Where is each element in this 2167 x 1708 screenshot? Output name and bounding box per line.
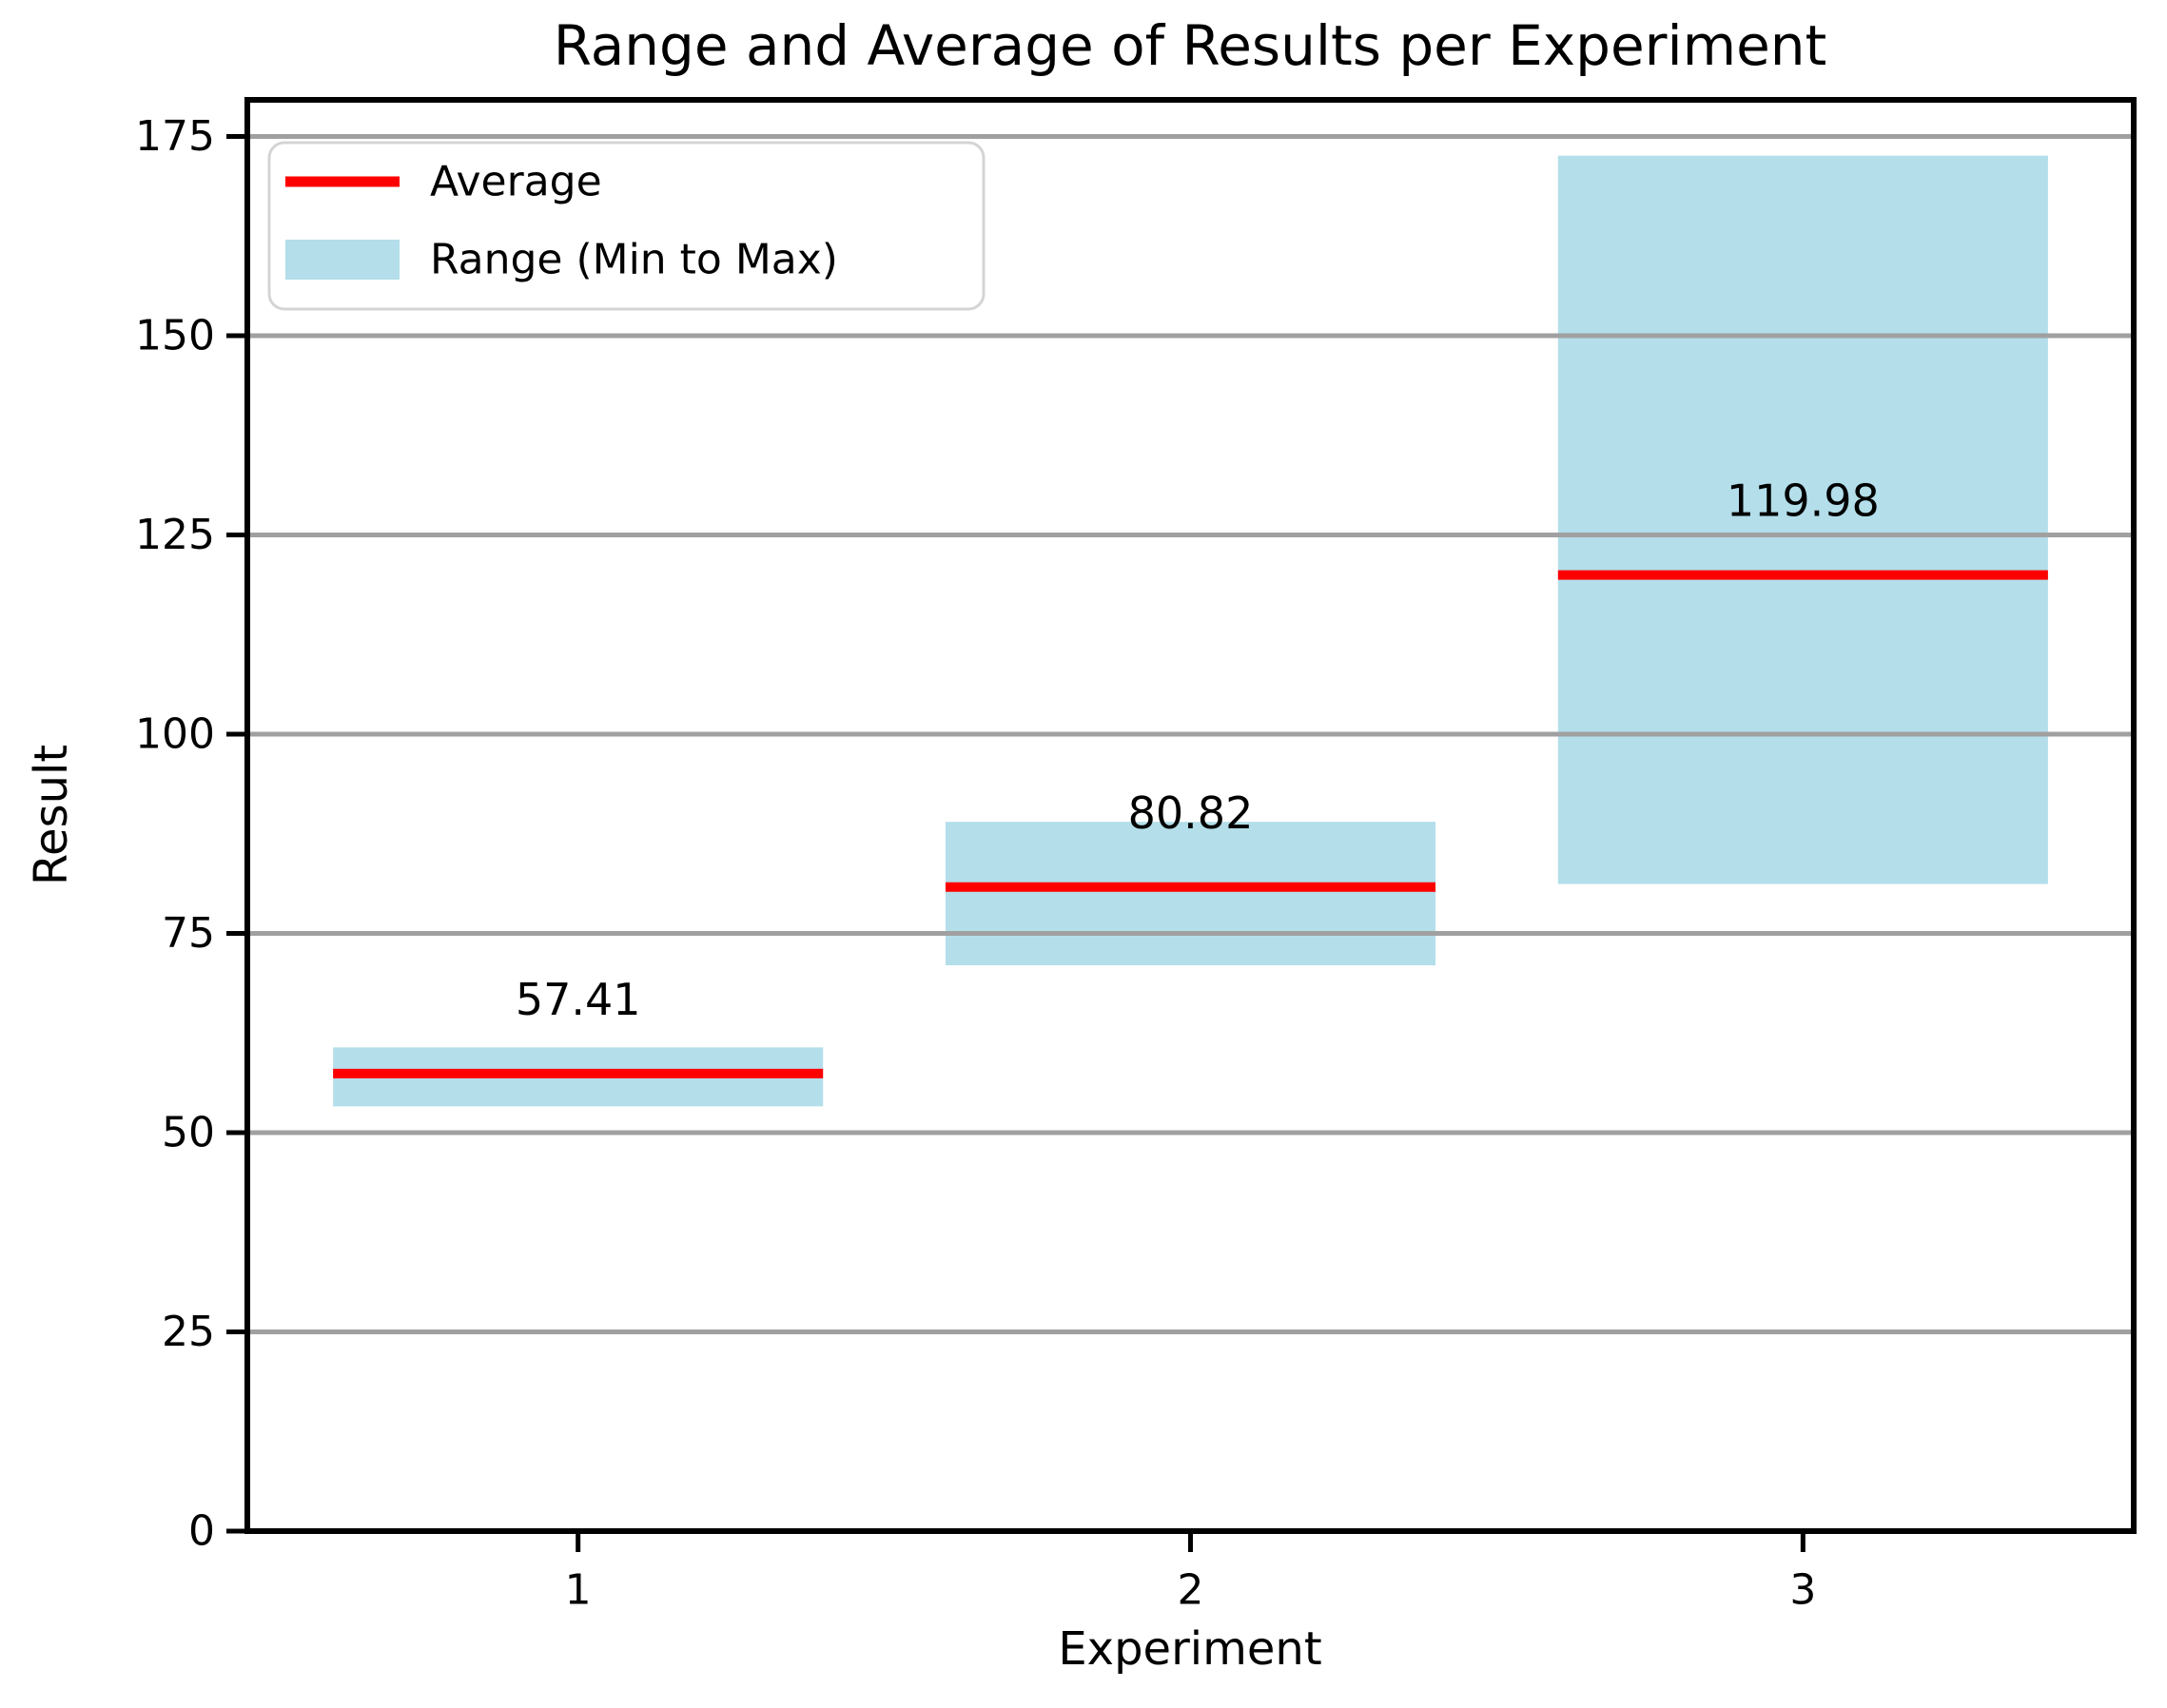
range-bar — [945, 822, 1436, 966]
x-axis-label: Experiment — [1058, 1622, 1321, 1676]
range-bar — [1557, 155, 2048, 884]
y-tick-label: 50 — [162, 1109, 215, 1157]
x-tick-label: 2 — [1178, 1566, 1204, 1615]
chart-title: Range and Average of Results per Experim… — [554, 13, 1827, 78]
average-value-label: 119.98 — [1727, 476, 1880, 527]
y-tick-label: 0 — [188, 1507, 215, 1556]
y-tick-label: 175 — [135, 112, 215, 161]
y-tick-label: 100 — [135, 710, 215, 759]
plot-border — [244, 97, 2137, 1534]
legend-patch-swatch — [285, 240, 400, 280]
axis-ticks-layer: 0 25 50 75 100 125 150 175 1 2 3 — [135, 112, 1816, 1614]
average-lines-layer — [333, 570, 2048, 1078]
range-bars-layer — [333, 155, 2048, 1107]
legend-entry-label: Range (Min to Max) — [430, 236, 838, 284]
x-tick-label: 1 — [565, 1566, 592, 1615]
legend-entry-label: Average — [430, 158, 602, 206]
y-tick-label: 25 — [162, 1308, 215, 1356]
value-labels-layer: 57.41 80.82 119.98 — [516, 476, 1880, 1025]
legend-box — [267, 141, 986, 311]
y-tick-label: 75 — [162, 909, 215, 958]
y-tick-label: 150 — [135, 312, 215, 360]
average-value-label: 80.82 — [1128, 787, 1254, 839]
average-value-label: 57.41 — [516, 974, 641, 1025]
y-tick-label: 125 — [135, 511, 215, 559]
y-axis-label: Result — [25, 745, 78, 885]
x-tick-label: 3 — [1789, 1566, 1816, 1615]
legend: Average Range (Min to Max) — [267, 141, 986, 311]
